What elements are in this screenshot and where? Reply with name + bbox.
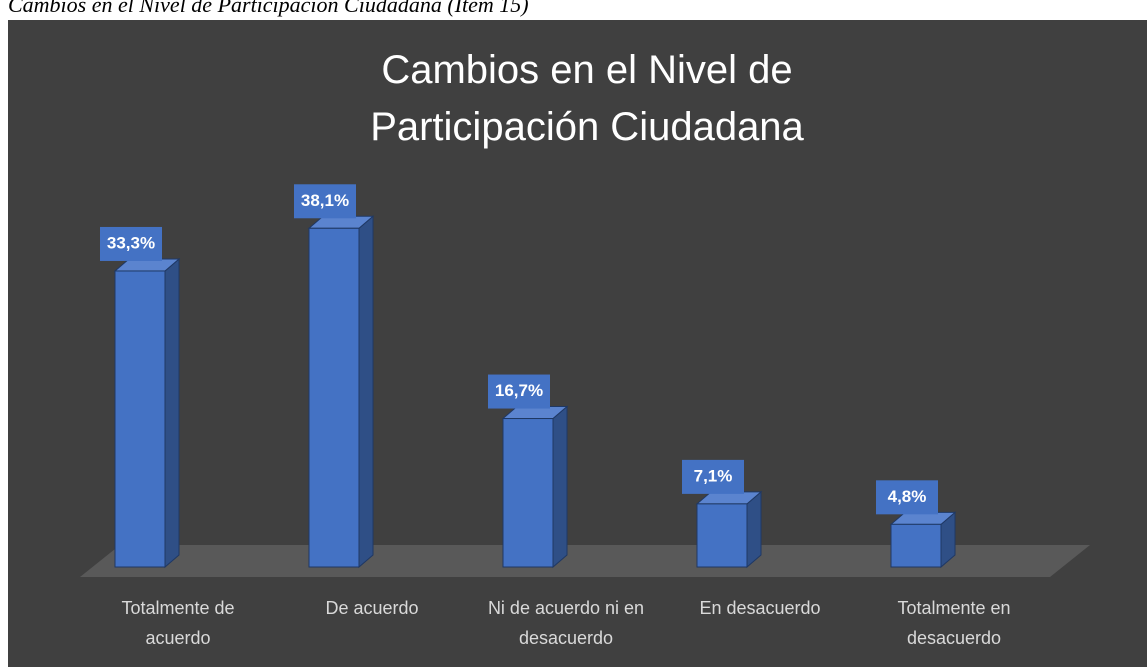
bar xyxy=(696,503,748,568)
bar xyxy=(308,227,360,568)
chart: 33,3% 38,1% 16,7% 7,1% 4,8% Cambios en el Ni… xyxy=(8,20,1147,667)
value-label-box xyxy=(100,226,162,261)
x-tick-label: Totalmente en desacuerdo xyxy=(897,598,1011,648)
bar-side xyxy=(164,257,180,569)
bar-side xyxy=(746,490,762,569)
value-label: 16,7% xyxy=(495,381,543,400)
plot: 33,3% 38,1% 16,7% 7,1% 4,8% xyxy=(80,184,1090,577)
caption: Cambios en el Nivel de Participación Ciu… xyxy=(8,0,529,17)
x-tick-label: En desacuerdo xyxy=(699,598,821,618)
x-tick-label: Totalmente de acuerdo xyxy=(121,598,235,648)
value-label-box xyxy=(488,374,550,409)
value-label: 33,3% xyxy=(107,233,155,252)
x-tick-label: Ni de acuerdo ni en desacuerdo xyxy=(487,598,645,648)
bar xyxy=(502,418,554,568)
bar xyxy=(114,270,166,568)
value-label: 4,8% xyxy=(888,487,927,506)
value-label: 7,1% xyxy=(694,466,733,485)
value-label: 38,1% xyxy=(301,191,349,210)
x-tick-label: De acuerdo xyxy=(325,598,419,618)
value-label-box xyxy=(682,459,744,494)
value-label-box xyxy=(876,480,938,515)
bar xyxy=(890,523,942,568)
bar-side xyxy=(358,215,374,569)
bar-side xyxy=(552,405,568,569)
chart-title: Cambios en el Nivel de Participación Ciu… xyxy=(370,48,804,149)
value-label-box xyxy=(294,184,356,219)
